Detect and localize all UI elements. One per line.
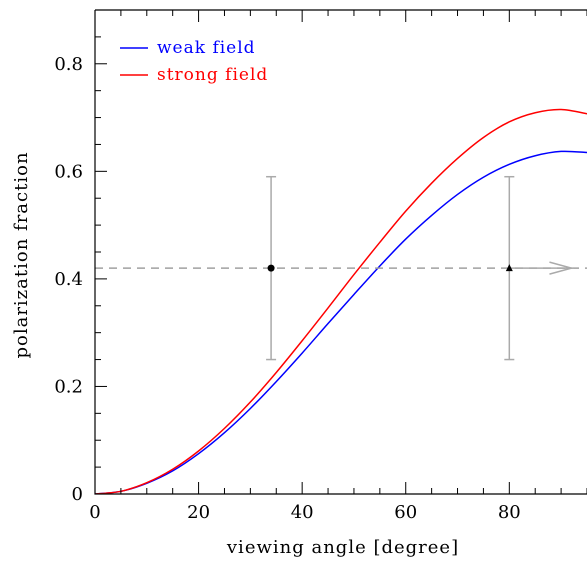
y-tick-label: 0.8 (54, 54, 83, 75)
ticks-layer: 0 20 40 60 80 0 0.2 0.4 0.6 0.8 (54, 9, 587, 523)
y-tick-label: 0.6 (54, 161, 83, 182)
x-tick-label: 40 (291, 502, 314, 523)
y-tick-label: 0.2 (54, 376, 83, 397)
limit-arrow-head-1 (549, 261, 575, 275)
curves-layer (95, 108, 587, 494)
data-points-layer (266, 175, 575, 361)
x-tick-label: 0 (89, 502, 100, 523)
legend-label-weak-field: weak field (157, 38, 256, 58)
series-line-strong-field (95, 108, 587, 494)
x-tick-label: 80 (498, 502, 521, 523)
series-line-weak-field (95, 150, 587, 494)
data-point-triangle-1 (505, 264, 513, 272)
y-tick-label: 0.4 (54, 269, 83, 290)
x-tick-label: 60 (394, 502, 417, 523)
y-axis-title: polarization fraction (11, 151, 32, 358)
legend-label-strong-field: strong field (157, 65, 268, 85)
x-tick-label: 20 (187, 502, 210, 523)
legend: weak field strong field (120, 38, 268, 85)
y-tick-label: 0 (72, 484, 83, 505)
x-axis-title: viewing angle [degree] (226, 537, 459, 558)
data-point-circle-0 (267, 264, 275, 272)
